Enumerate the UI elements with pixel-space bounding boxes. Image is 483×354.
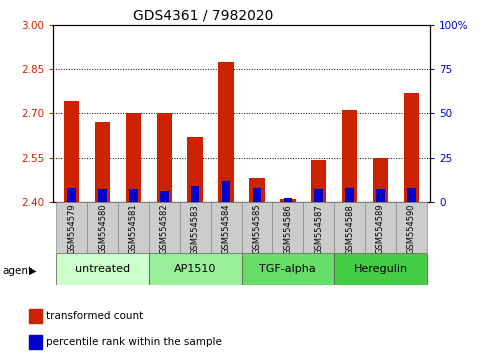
Bar bbox=[334, 202, 365, 253]
Bar bbox=[249, 178, 265, 202]
Bar bbox=[334, 253, 427, 285]
Text: agent: agent bbox=[2, 266, 32, 276]
Bar bbox=[314, 189, 323, 202]
Text: GSM554589: GSM554589 bbox=[376, 204, 385, 255]
Text: GSM554579: GSM554579 bbox=[67, 204, 76, 255]
Text: GDS4361 / 7982020: GDS4361 / 7982020 bbox=[133, 9, 273, 23]
Text: TGF-alpha: TGF-alpha bbox=[259, 264, 316, 274]
Bar bbox=[28, 309, 42, 323]
Bar bbox=[211, 202, 242, 253]
Text: GSM554582: GSM554582 bbox=[160, 204, 169, 255]
Bar bbox=[118, 202, 149, 253]
Text: AP1510: AP1510 bbox=[174, 264, 216, 274]
Bar bbox=[56, 253, 149, 285]
Bar bbox=[187, 137, 203, 202]
Bar bbox=[149, 202, 180, 253]
Text: GSM554585: GSM554585 bbox=[253, 204, 261, 255]
Bar bbox=[129, 189, 138, 202]
Bar bbox=[191, 186, 199, 202]
Bar bbox=[28, 335, 42, 349]
Text: GSM554586: GSM554586 bbox=[284, 204, 292, 255]
Bar bbox=[218, 62, 234, 202]
Bar bbox=[396, 202, 427, 253]
Text: GSM554581: GSM554581 bbox=[129, 204, 138, 255]
Bar bbox=[311, 160, 327, 202]
Bar bbox=[126, 113, 141, 202]
Bar bbox=[280, 199, 296, 202]
Bar bbox=[253, 188, 261, 202]
Bar bbox=[99, 189, 107, 202]
Bar bbox=[149, 253, 242, 285]
Bar bbox=[180, 202, 211, 253]
Bar bbox=[160, 191, 169, 202]
Bar bbox=[95, 122, 110, 202]
Text: GSM554590: GSM554590 bbox=[407, 204, 416, 254]
Bar bbox=[242, 253, 334, 285]
Bar bbox=[345, 188, 354, 202]
Text: transformed count: transformed count bbox=[46, 311, 143, 321]
Bar bbox=[284, 198, 292, 202]
Text: GSM554580: GSM554580 bbox=[98, 204, 107, 255]
Bar bbox=[272, 202, 303, 253]
Bar bbox=[222, 181, 230, 202]
Bar bbox=[342, 110, 357, 202]
Bar bbox=[407, 188, 415, 202]
Text: percentile rank within the sample: percentile rank within the sample bbox=[46, 337, 222, 347]
Bar bbox=[87, 202, 118, 253]
Bar bbox=[373, 158, 388, 202]
Text: GSM554584: GSM554584 bbox=[222, 204, 230, 255]
Text: GSM554587: GSM554587 bbox=[314, 204, 323, 255]
Text: GSM554588: GSM554588 bbox=[345, 204, 354, 255]
Text: GSM554583: GSM554583 bbox=[191, 204, 199, 255]
Bar bbox=[242, 202, 272, 253]
Text: ▶: ▶ bbox=[29, 266, 37, 276]
Text: untreated: untreated bbox=[75, 264, 130, 274]
Bar bbox=[156, 113, 172, 202]
Bar bbox=[404, 93, 419, 202]
Bar bbox=[56, 202, 87, 253]
Bar bbox=[303, 202, 334, 253]
Bar bbox=[68, 188, 76, 202]
Bar bbox=[365, 202, 396, 253]
Bar bbox=[376, 189, 384, 202]
Text: Heregulin: Heregulin bbox=[354, 264, 408, 274]
Bar bbox=[64, 102, 79, 202]
